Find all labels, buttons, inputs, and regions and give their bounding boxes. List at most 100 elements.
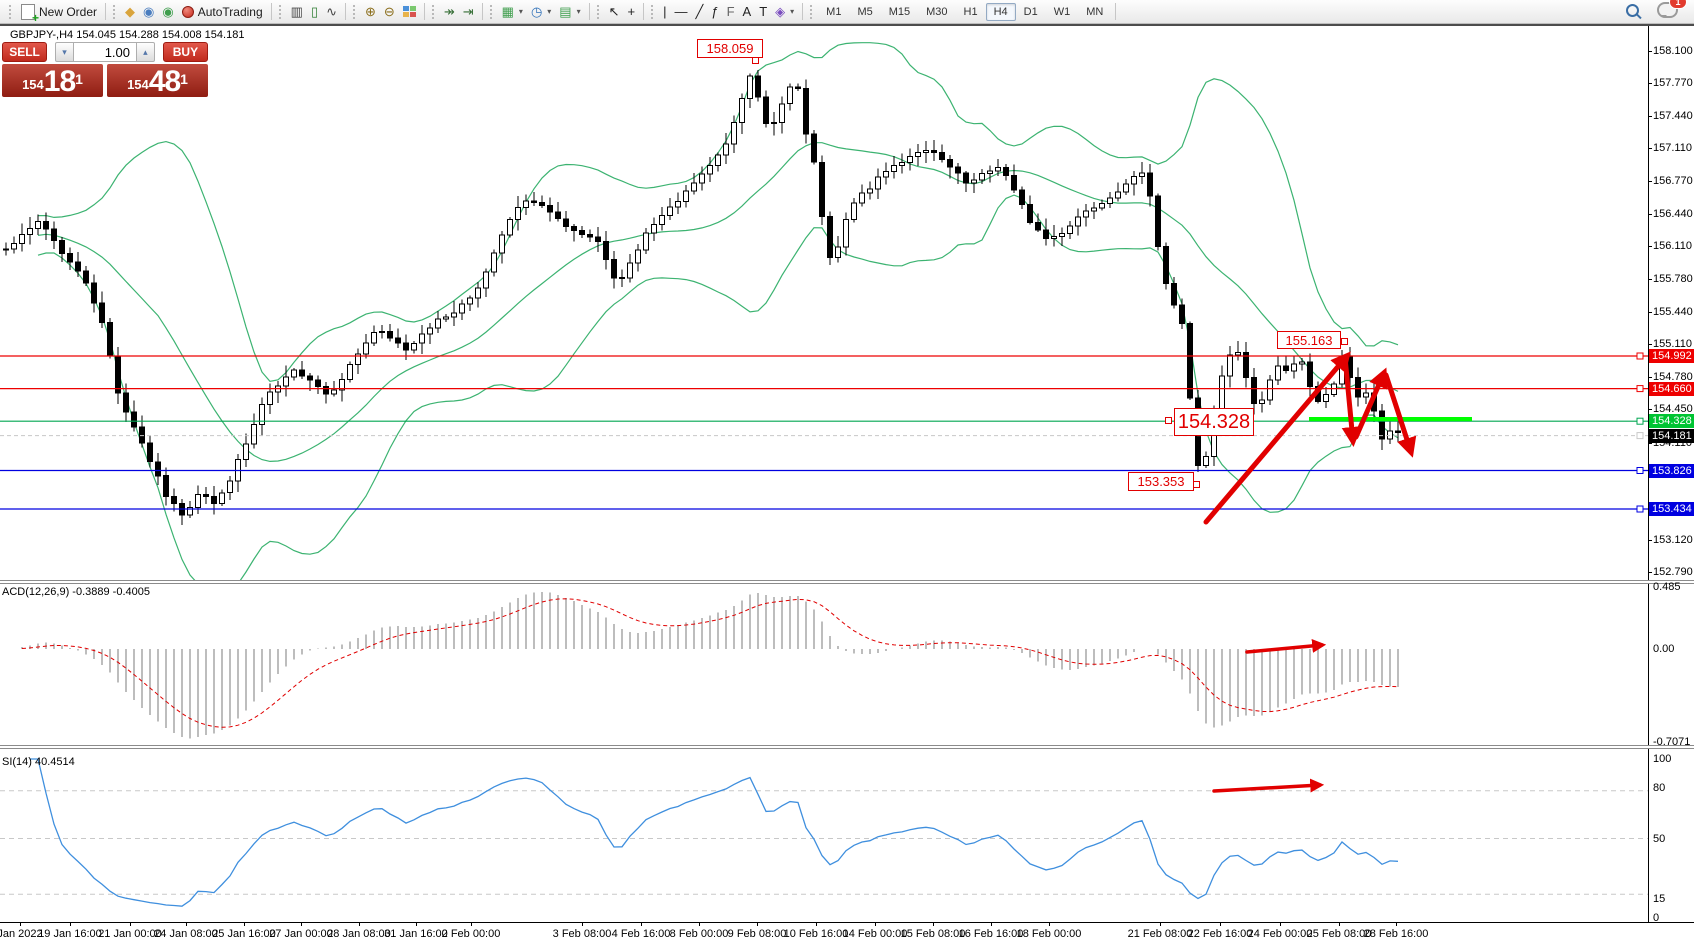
- time-tick-label: 21 Jan 00:00: [98, 928, 162, 940]
- price-annotation-label[interactable]: 153.353: [1128, 472, 1194, 491]
- price-tick-label: 155.780: [1653, 273, 1693, 285]
- volume-input[interactable]: [74, 42, 136, 62]
- rsi-annotation-arrow[interactable]: [1212, 778, 1325, 793]
- price-tag: 154.992: [1649, 349, 1694, 363]
- autotrading-toggle[interactable]: AutoTrading: [178, 2, 267, 21]
- timeframe-m5[interactable]: M5: [857, 5, 873, 18]
- rsi-scale-label: 0: [1653, 912, 1660, 924]
- price-tick: [1648, 83, 1652, 84]
- price-tick-label: 154.780: [1653, 371, 1693, 383]
- macd-label: ACD(12,26,9) -0.3889 -0.4005: [2, 586, 150, 598]
- price-annotation-label[interactable]: 155.163: [1277, 331, 1341, 349]
- zoom-out-button[interactable]: ⊖: [380, 2, 399, 21]
- new-order-icon: +: [21, 3, 39, 24]
- macd-panel-separator[interactable]: [0, 580, 1694, 584]
- buy-button[interactable]: BUY: [162, 42, 208, 62]
- price-tick-label: 155.110: [1653, 338, 1692, 350]
- time-tick: [699, 922, 700, 926]
- price-tick-label: 156.770: [1653, 175, 1693, 187]
- timeframe-m30[interactable]: M30: [926, 5, 948, 18]
- price-tick: [1648, 214, 1652, 215]
- notifications-button[interactable]: 1: [1657, 0, 1687, 21]
- time-tick: [416, 922, 417, 926]
- timeframe-h4[interactable]: H4: [985, 2, 1016, 21]
- rsi-label: SI(14) 40.4514: [2, 756, 75, 768]
- chart-shift-button[interactable]: ⇥: [459, 2, 478, 21]
- search-icon: [1626, 3, 1639, 17]
- rsi-scale-label: 50: [1653, 833, 1666, 845]
- price-tick-label: 157.770: [1653, 77, 1693, 89]
- main-chart-pane: [0, 42, 1648, 582]
- tile-windows-button[interactable]: [399, 2, 420, 21]
- line-chart-icon: ∿: [326, 4, 337, 19]
- indicators-button[interactable]: ▦ ▾: [498, 2, 527, 21]
- price-tick-label: 157.110: [1653, 142, 1692, 154]
- volume-increase-button[interactable]: ▴: [136, 42, 155, 62]
- annotation-anchor-square: [752, 57, 759, 64]
- rsi-panel-separator[interactable]: [0, 745, 1694, 749]
- auto-scroll-button[interactable]: ↠: [440, 2, 459, 21]
- time-tick-label: 19 Jan 16:00: [38, 928, 102, 940]
- trendline-button[interactable]: ╱: [692, 2, 708, 21]
- templates-icon: ▤: [559, 4, 572, 19]
- periods-button[interactable]: ◷ ▾: [527, 2, 555, 21]
- ask-sup: 1: [180, 71, 188, 87]
- market-button[interactable]: ◉: [139, 2, 158, 21]
- bid-prefix: 154: [22, 77, 44, 92]
- time-tick-label: 16 Feb 16:00: [958, 928, 1024, 940]
- macd-annotation-arrow[interactable]: [1245, 638, 1327, 654]
- search-button[interactable]: [1626, 3, 1639, 20]
- price-tick: [1648, 246, 1652, 247]
- time-tick-label: 24 Jan 08:00: [154, 928, 218, 940]
- bar-chart-button[interactable]: ▥: [287, 2, 307, 21]
- price-tick-label: 156.110: [1653, 240, 1692, 252]
- time-tick-label: 3 Feb 08:00: [552, 928, 612, 940]
- text-button[interactable]: A: [739, 2, 756, 21]
- timeframe-h1[interactable]: H1: [963, 5, 978, 18]
- price-tick-label: 153.120: [1653, 534, 1693, 546]
- timeframe-m1[interactable]: M1: [826, 5, 842, 18]
- horizontal-line-button[interactable]: —: [671, 2, 692, 21]
- cursor-button[interactable]: ↖: [605, 2, 624, 21]
- analysis-arrows[interactable]: [1203, 351, 1417, 525]
- timeframe-d1[interactable]: D1: [1023, 5, 1038, 18]
- mql-editor-button[interactable]: ◆: [121, 2, 139, 21]
- ask-main: 48: [148, 65, 181, 98]
- volume-decrease-button[interactable]: ▾: [55, 42, 74, 62]
- timeframe-w1[interactable]: W1: [1053, 5, 1071, 18]
- price-annotation-label[interactable]: 158.059: [697, 39, 763, 58]
- timeframe-mn[interactable]: MN: [1086, 5, 1104, 18]
- time-tick: [1339, 922, 1340, 926]
- time-tick: [1220, 922, 1221, 926]
- vertical-line-button[interactable]: |: [659, 2, 670, 21]
- sell-price-box[interactable]: 154 18 1: [2, 64, 103, 97]
- candle-chart-button[interactable]: ▯: [307, 2, 322, 21]
- zoom-out-icon: ⊖: [383, 4, 395, 19]
- new-order-button[interactable]: + New Order: [17, 2, 101, 24]
- price-tick-label: 155.440: [1653, 306, 1693, 318]
- price-tick: [1648, 181, 1652, 182]
- text-label-button[interactable]: T: [755, 2, 771, 21]
- price-annotation-label[interactable]: 154.328: [1174, 408, 1254, 436]
- buy-price-box[interactable]: 154 48 1: [107, 64, 208, 97]
- signals-button[interactable]: ◉: [158, 2, 177, 21]
- vline-icon: |: [663, 4, 667, 19]
- templates-button[interactable]: ▤ ▾: [555, 2, 584, 21]
- time-tick-label: 15 Feb 08:00: [900, 928, 966, 940]
- timeframe-m15[interactable]: M15: [888, 5, 911, 18]
- trade-controls-row: SELL ▾ ▴ BUY: [2, 42, 208, 62]
- price-tick: [1648, 409, 1652, 410]
- fibonacci-button[interactable]: ƒ: [707, 2, 722, 21]
- sell-button[interactable]: SELL: [2, 42, 48, 62]
- time-tick-label: 9 Feb 08:00: [727, 928, 787, 940]
- time-tick: [186, 922, 187, 926]
- channel-button[interactable]: F: [723, 2, 739, 21]
- zoom-in-button[interactable]: ⊕: [361, 2, 380, 21]
- price-tick: [1648, 377, 1652, 378]
- line-chart-button[interactable]: ∿: [322, 2, 341, 21]
- market-icon: ◉: [143, 4, 155, 19]
- arrows-button[interactable]: ◈ ▾: [771, 2, 798, 21]
- toolbar-separator: [423, 3, 425, 20]
- crosshair-button[interactable]: +: [624, 2, 640, 21]
